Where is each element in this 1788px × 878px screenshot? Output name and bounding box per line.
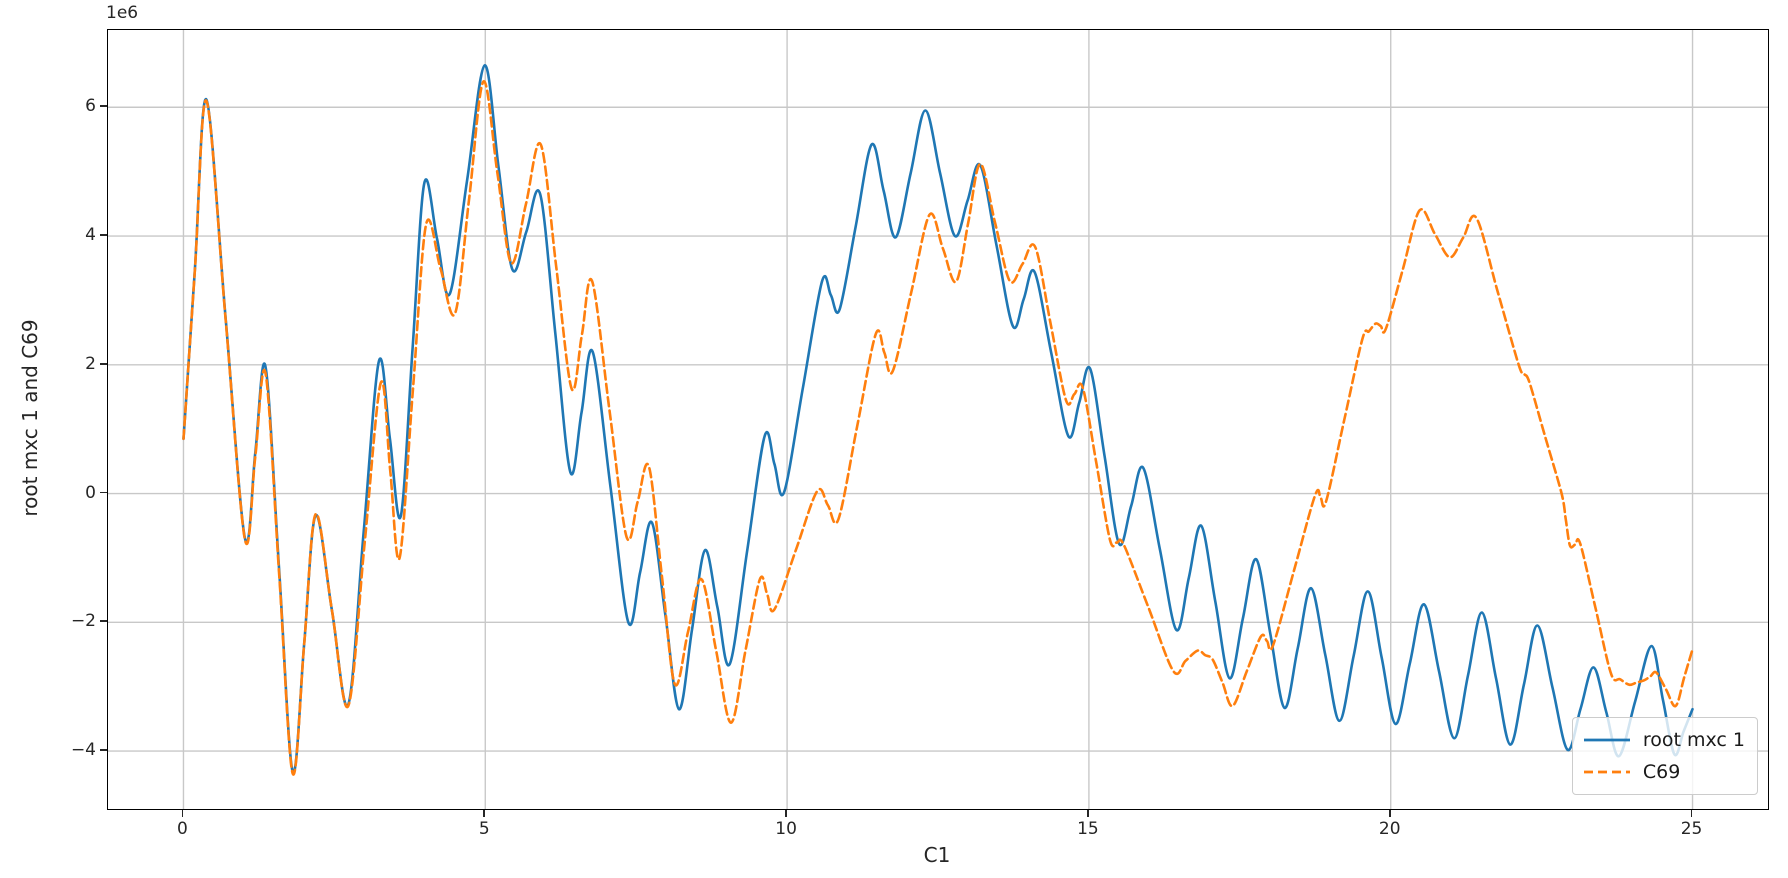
x-axis-label: C1 <box>923 843 951 867</box>
legend-label: root mxc 1 <box>1642 729 1745 751</box>
y-tick-mark <box>100 362 107 365</box>
legend-entry-root-mxc-1: root mxc 1 <box>1583 726 1745 754</box>
x-tick-mark <box>1087 809 1089 817</box>
y-tick-label: 2 <box>85 353 96 374</box>
y-tick-mark <box>100 105 107 108</box>
x-tick-mark <box>1388 809 1391 817</box>
legend: root mxc 1 C69 <box>1571 717 1758 795</box>
y-tick-label: 6 <box>85 96 96 117</box>
y-tick-mark <box>100 749 107 751</box>
chart-canvas <box>108 30 1768 809</box>
y-axis-label: root mxc 1 and C69 <box>18 319 42 517</box>
x-tick-label: 20 <box>1378 819 1401 839</box>
y-tick-label: 4 <box>85 225 96 246</box>
x-tick-mark <box>181 809 184 817</box>
y-tick-label: −2 <box>70 611 96 632</box>
x-tick-mark <box>785 809 787 817</box>
x-tick-label: 15 <box>1077 819 1099 839</box>
plot-area: root mxc 1 C69 <box>107 29 1769 810</box>
y-tick-label: −4 <box>70 740 96 761</box>
y-tick-mark <box>100 620 107 623</box>
legend-label: C69 <box>1642 761 1681 783</box>
y-tick-mark <box>100 491 107 494</box>
x-tick-mark <box>483 809 486 817</box>
legend-line-solid-icon <box>1583 738 1630 742</box>
x-tick-label: 10 <box>775 819 797 839</box>
curve-c69 <box>182 80 1694 776</box>
y-tick-label: 0 <box>85 482 96 503</box>
x-tick-label: 5 <box>478 819 490 839</box>
x-tick-label: 25 <box>1680 819 1703 839</box>
y-axis-offset-text: 1e6 <box>106 3 139 23</box>
x-tick-label: 0 <box>177 819 188 839</box>
y-tick-mark <box>100 234 107 236</box>
legend-line-dashed-icon <box>1583 770 1630 774</box>
legend-entry-c69: C69 <box>1583 758 1745 786</box>
curve-root-mxc-1 <box>182 64 1694 774</box>
x-tick-mark <box>1690 809 1693 817</box>
